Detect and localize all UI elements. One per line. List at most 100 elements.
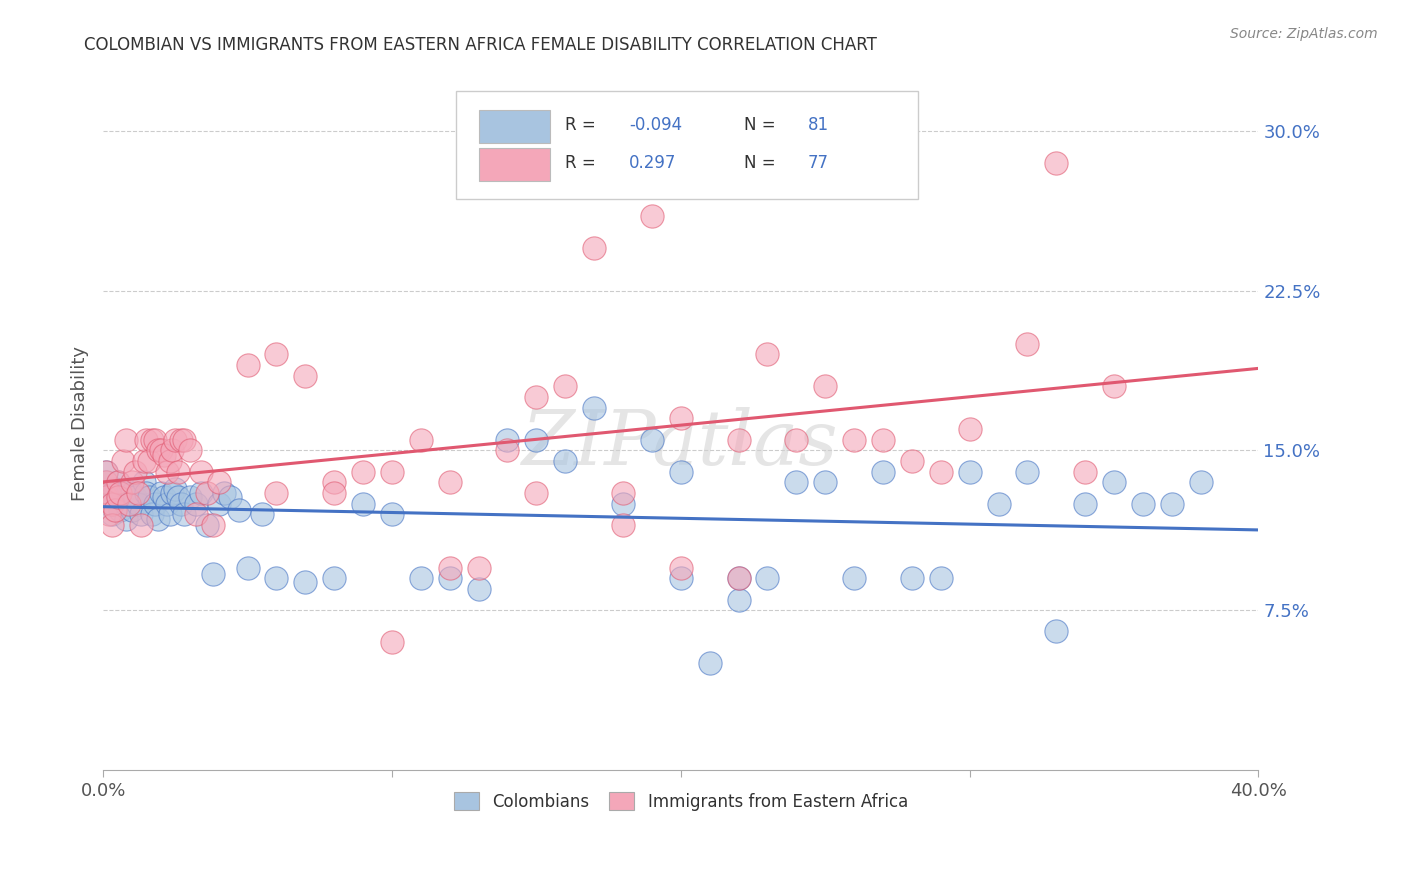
Point	[201, 566, 224, 581]
Point	[323, 486, 346, 500]
Point	[409, 571, 432, 585]
Point	[156, 465, 179, 479]
Point	[141, 433, 163, 447]
FancyBboxPatch shape	[478, 148, 550, 181]
Point	[101, 497, 124, 511]
Point	[467, 560, 489, 574]
Point	[132, 454, 155, 468]
Point	[814, 475, 837, 490]
Point	[294, 575, 316, 590]
Point	[167, 490, 190, 504]
Text: R =: R =	[565, 153, 602, 171]
Point	[727, 592, 749, 607]
Point	[583, 241, 606, 255]
Point	[112, 454, 135, 468]
Point	[467, 582, 489, 596]
Text: N =: N =	[744, 116, 782, 134]
Point	[94, 475, 117, 490]
Point	[439, 571, 461, 585]
Point	[842, 571, 865, 585]
Point	[352, 497, 374, 511]
Point	[583, 401, 606, 415]
Point	[669, 411, 692, 425]
Point	[1017, 465, 1039, 479]
Point	[179, 490, 201, 504]
Point	[959, 422, 981, 436]
Point	[110, 503, 132, 517]
Point	[170, 433, 193, 447]
Y-axis label: Female Disability: Female Disability	[72, 346, 89, 501]
Point	[121, 486, 143, 500]
Point	[214, 486, 236, 500]
Point	[152, 490, 174, 504]
Point	[727, 571, 749, 585]
Text: R =: R =	[565, 116, 602, 134]
Text: 0.297: 0.297	[628, 153, 676, 171]
Point	[727, 571, 749, 585]
Point	[101, 517, 124, 532]
Point	[901, 454, 924, 468]
Point	[179, 443, 201, 458]
Point	[236, 560, 259, 574]
Point	[143, 433, 166, 447]
Point	[167, 465, 190, 479]
Point	[143, 497, 166, 511]
Point	[699, 657, 721, 671]
FancyBboxPatch shape	[478, 110, 550, 144]
Point	[250, 508, 273, 522]
Point	[524, 486, 547, 500]
Point	[929, 571, 952, 585]
Point	[612, 497, 634, 511]
Point	[149, 443, 172, 458]
Point	[94, 475, 117, 490]
Point	[110, 486, 132, 500]
Point	[115, 511, 138, 525]
Point	[323, 571, 346, 585]
Point	[138, 454, 160, 468]
Point	[115, 433, 138, 447]
Point	[94, 490, 117, 504]
Point	[352, 465, 374, 479]
Point	[236, 358, 259, 372]
Point	[641, 433, 664, 447]
Point	[901, 571, 924, 585]
Point	[127, 497, 149, 511]
Point	[165, 433, 187, 447]
Point	[756, 571, 779, 585]
Point	[135, 486, 157, 500]
Point	[101, 508, 124, 522]
Point	[162, 486, 184, 500]
Point	[496, 433, 519, 447]
Point	[1189, 475, 1212, 490]
Point	[323, 475, 346, 490]
Text: Source: ZipAtlas.com: Source: ZipAtlas.com	[1230, 27, 1378, 41]
Point	[162, 443, 184, 458]
Point	[814, 379, 837, 393]
Point	[842, 433, 865, 447]
Point	[554, 454, 576, 468]
Point	[201, 517, 224, 532]
Point	[496, 443, 519, 458]
Point	[184, 497, 207, 511]
Point	[1102, 379, 1125, 393]
Point	[107, 490, 129, 504]
Point	[381, 635, 404, 649]
Point	[97, 486, 120, 500]
Point	[152, 448, 174, 462]
Point	[1017, 336, 1039, 351]
Point	[165, 482, 187, 496]
Point	[138, 490, 160, 504]
Point	[872, 433, 894, 447]
Point	[97, 508, 120, 522]
Point	[381, 508, 404, 522]
Point	[699, 177, 721, 191]
Text: N =: N =	[744, 153, 782, 171]
Point	[184, 508, 207, 522]
Point	[118, 497, 141, 511]
Point	[1074, 465, 1097, 479]
Point	[124, 465, 146, 479]
Text: COLOMBIAN VS IMMIGRANTS FROM EASTERN AFRICA FEMALE DISABILITY CORRELATION CHART: COLOMBIAN VS IMMIGRANTS FROM EASTERN AFR…	[84, 36, 877, 54]
Point	[524, 390, 547, 404]
Point	[195, 486, 218, 500]
Point	[409, 433, 432, 447]
